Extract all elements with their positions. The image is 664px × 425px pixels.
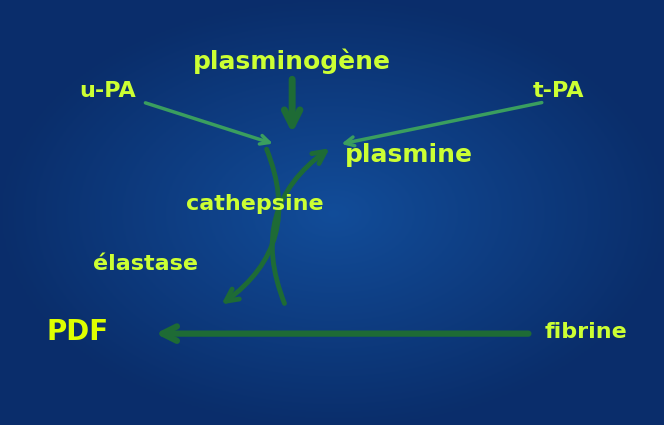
Text: plasminogène: plasminogène	[193, 49, 391, 74]
Text: plasmine: plasmine	[345, 143, 473, 167]
Text: fibrine: fibrine	[544, 321, 627, 342]
Text: t-PA: t-PA	[533, 81, 584, 102]
Text: u-PA: u-PA	[80, 81, 136, 102]
Text: PDF: PDF	[46, 317, 109, 346]
Text: cathepsine: cathepsine	[186, 194, 323, 214]
Text: élastase: élastase	[93, 253, 198, 274]
